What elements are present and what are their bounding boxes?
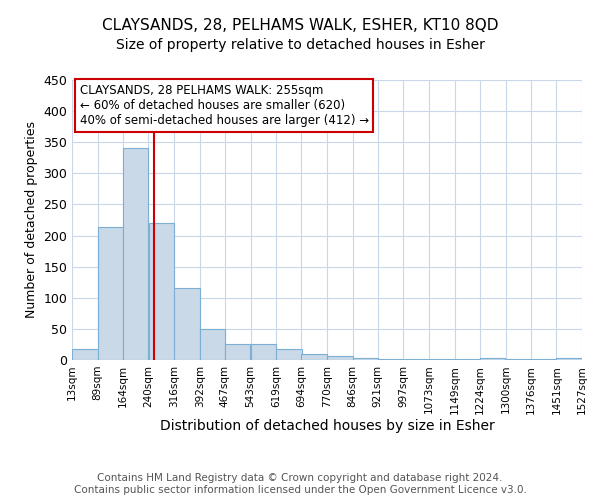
Bar (200, 329, 225, 360)
Bar (301, 354, 327, 360)
Text: Contains HM Land Registry data © Crown copyright and database right 2024.
Contai: Contains HM Land Registry data © Crown c… (74, 474, 526, 495)
Text: CLAYSANDS, 28 PELHAMS WALK: 255sqm
← 60% of detached houses are smaller (620)
40: CLAYSANDS, 28 PELHAMS WALK: 255sqm ← 60%… (80, 84, 369, 127)
Bar (327, 356, 353, 360)
Bar (174, 288, 200, 360)
Bar (251, 344, 276, 360)
Bar (72, 349, 98, 360)
X-axis label: Distribution of detached houses by size in Esher: Distribution of detached houses by size … (160, 419, 494, 433)
Bar (353, 358, 378, 360)
Text: CLAYSANDS, 28, PELHAMS WALK, ESHER, KT10 8QD: CLAYSANDS, 28, PELHAMS WALK, ESHER, KT10… (102, 18, 498, 32)
Bar (556, 358, 582, 360)
Bar (149, 223, 174, 360)
Text: Size of property relative to detached houses in Esher: Size of property relative to detached ho… (116, 38, 484, 52)
Bar (225, 344, 250, 360)
Bar (98, 227, 123, 360)
Bar (276, 349, 302, 360)
Bar (480, 358, 505, 360)
Bar (123, 148, 148, 360)
Y-axis label: Number of detached properties: Number of detached properties (25, 122, 38, 318)
